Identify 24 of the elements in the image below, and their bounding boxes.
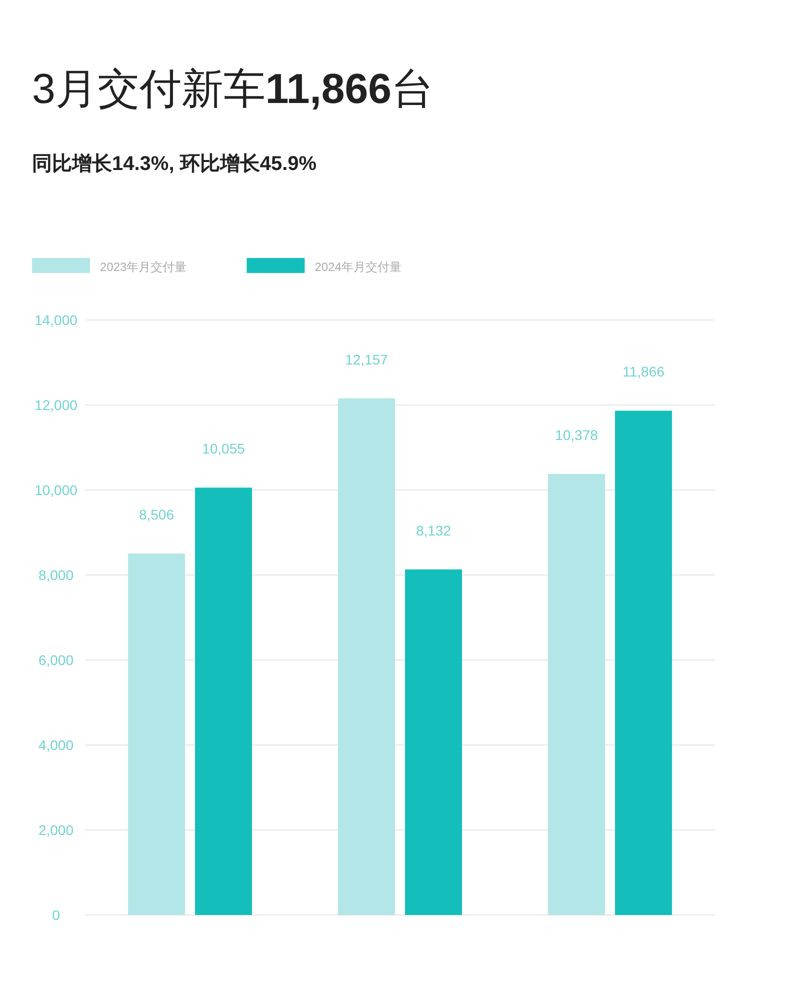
bar (405, 569, 462, 915)
y-tick-label: 0 (52, 907, 60, 923)
data-label: 8,132 (416, 522, 452, 538)
bar (548, 474, 605, 915)
y-tick-label: 2,000 (38, 822, 74, 838)
data-label: 8,506 (138, 506, 174, 522)
data-label: 12,157 (345, 351, 388, 368)
bar (195, 488, 252, 915)
y-tick-label: 14,000 (34, 312, 78, 328)
y-tick-label: 6,000 (38, 652, 74, 668)
bar (128, 553, 185, 915)
y-tick-label: 12,000 (34, 397, 78, 413)
bar (615, 410, 672, 915)
data-label: 10,055 (202, 440, 246, 457)
subtitle: 同比增长14.3%, 环比增长45.9% (32, 153, 317, 175)
bar (338, 398, 395, 915)
data-label: 10,378 (555, 426, 598, 443)
legend-label: 2023年月交付量 (100, 260, 187, 274)
legend-label: 2024年月交付量 (314, 260, 402, 274)
data-label: 11,866 (622, 364, 665, 380)
y-tick-label: 8,000 (38, 567, 74, 583)
y-tick-label: 10,000 (34, 482, 78, 498)
y-tick-label: 4,000 (38, 737, 74, 753)
title: 3月交付新车11,866台 (32, 65, 434, 112)
